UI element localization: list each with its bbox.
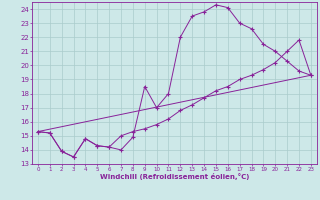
X-axis label: Windchill (Refroidissement éolien,°C): Windchill (Refroidissement éolien,°C) [100,173,249,180]
